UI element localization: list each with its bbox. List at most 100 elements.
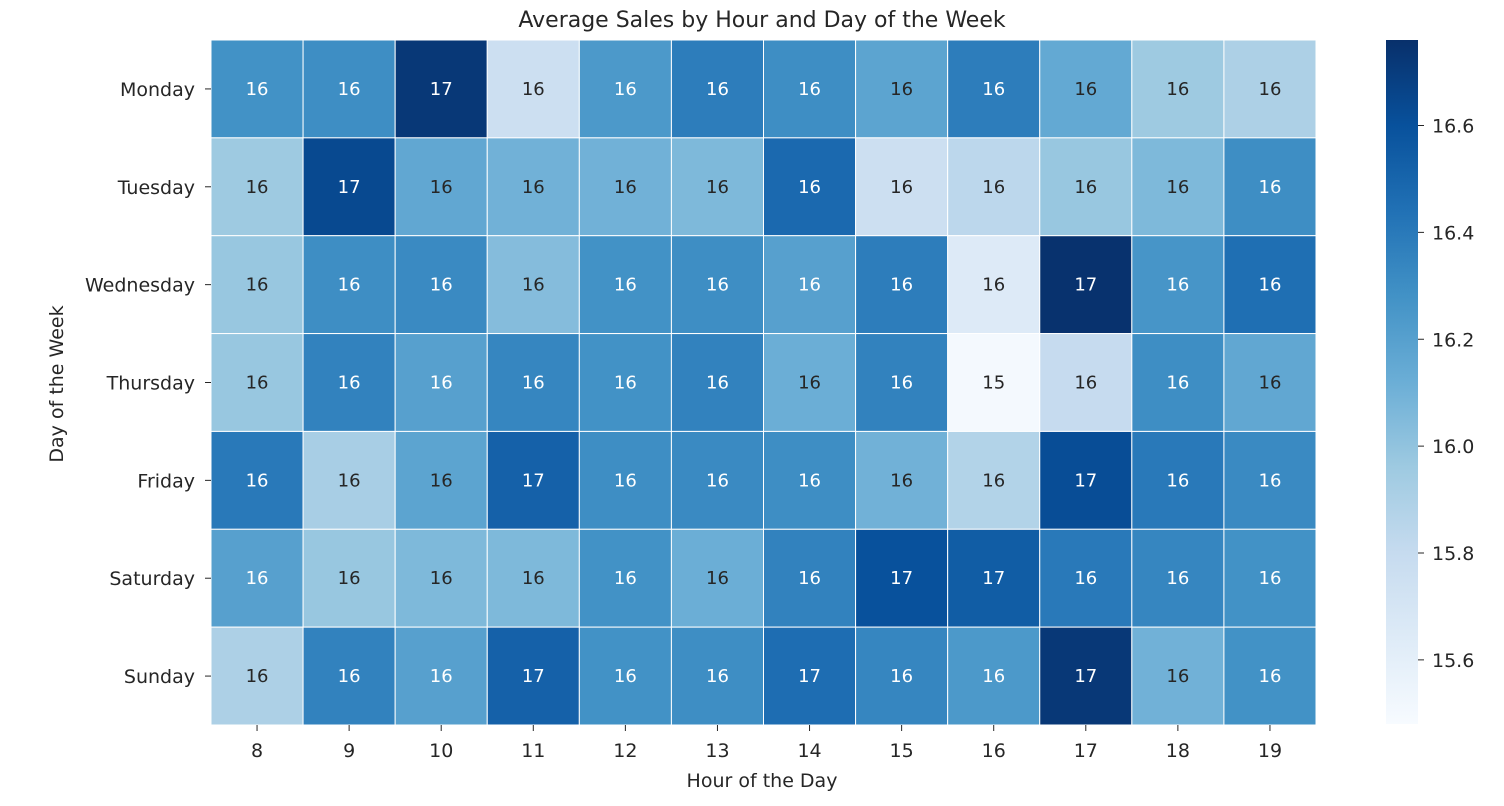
y-tick-label: Friday (137, 470, 195, 492)
heatmap-cell (670, 626, 765, 726)
cell-label: 16 (522, 79, 545, 100)
cell-label: 16 (246, 666, 269, 687)
heatmap-cell (670, 137, 765, 237)
x-tick-label: 14 (797, 740, 821, 762)
x-tick-label: 19 (1258, 740, 1282, 762)
x-tick-label: 10 (429, 740, 453, 762)
cell-label: 16 (1259, 177, 1282, 198)
colorbar-tick-label: 16.6 (1432, 116, 1474, 138)
cell-label: 16 (1166, 666, 1189, 687)
heatmap-cell (1223, 39, 1317, 139)
heatmap-cell (302, 430, 396, 530)
cell-label: 16 (522, 568, 545, 589)
cell-label: 16 (706, 470, 729, 491)
heatmap-cell (1131, 430, 1225, 530)
heatmap-cell (210, 528, 304, 628)
cell-label: 16 (798, 79, 821, 100)
heatmap-cell (302, 39, 396, 139)
y-axis-ticks: Monday Tuesday Wednesday Thursday Friday Satu… (85, 79, 211, 688)
cell-label: 16 (614, 666, 637, 687)
x-tick-label: 12 (613, 740, 637, 762)
cell-label: 17 (1074, 470, 1097, 491)
heatmap-cell (210, 39, 304, 139)
cell-label: 16 (982, 666, 1005, 687)
heatmap-cell (1039, 626, 1133, 726)
cell-label: 16 (1166, 470, 1189, 491)
x-tick-label: 13 (705, 740, 729, 762)
cell-label: 15 (982, 373, 1005, 394)
cell-label: 16 (890, 275, 913, 296)
colorbar-tick-label: 16.2 (1432, 329, 1474, 351)
cell-label: 17 (798, 666, 821, 687)
cell-label: 16 (338, 568, 361, 589)
heatmap-cell (1039, 528, 1133, 628)
heatmap-cell (1223, 626, 1317, 726)
y-tick-label: Wednesday (85, 275, 195, 297)
cell-label: 16 (706, 373, 729, 394)
cell-label: 16 (338, 79, 361, 100)
cell-label: 16 (982, 79, 1005, 100)
cell-label: 16 (522, 275, 545, 296)
cell-label: 16 (614, 568, 637, 589)
heatmap-cell (763, 333, 857, 432)
heatmap-cells: 16 16 17 16 16 16 16 16 16 16 16 16 16 17 16 16 16 16 16 16… (210, 39, 1317, 726)
cell-label: 16 (1259, 275, 1282, 296)
cell-label: 16 (246, 177, 269, 198)
cell-label: 16 (1166, 275, 1189, 296)
cell-label: 16 (338, 666, 361, 687)
heatmap-cell (1131, 333, 1225, 432)
heatmap-cell (1223, 137, 1317, 237)
cell-label: 16 (1074, 177, 1097, 198)
heatmap-cell (670, 430, 765, 530)
colorbar-ticks: 15.6 15.8 16.0 16.2 16.4 16.6 (1418, 116, 1474, 672)
cell-label: 16 (338, 275, 361, 296)
x-tick-label: 8 (251, 740, 263, 762)
heatmap-cell (302, 626, 396, 726)
x-tick-label: 9 (343, 740, 355, 762)
cell-label: 17 (522, 470, 545, 491)
cell-label: 16 (430, 568, 453, 589)
heatmap-cell (855, 430, 949, 530)
heatmap-cell (1223, 235, 1317, 335)
heatmap-cell (1039, 333, 1133, 432)
y-tick-label: Sunday (124, 666, 195, 688)
cell-label: 17 (890, 568, 913, 589)
cell-label: 16 (1166, 373, 1189, 394)
cell-label: 16 (982, 177, 1005, 198)
cell-label: 16 (614, 275, 637, 296)
cell-label: 16 (430, 373, 453, 394)
heatmap-cell (947, 430, 1041, 530)
cell-label: 16 (798, 373, 821, 394)
cell-label: 16 (798, 470, 821, 491)
heatmap-cell (1039, 137, 1133, 237)
heatmap-cell (1223, 528, 1317, 628)
cell-label: 16 (246, 568, 269, 589)
x-tick-label: 17 (1074, 740, 1098, 762)
cell-label: 16 (522, 373, 545, 394)
cell-label: 16 (982, 275, 1005, 296)
heatmap-cell (1223, 333, 1317, 432)
heatmap-cell (855, 137, 949, 237)
heatmap-cell (855, 39, 949, 139)
heatmap-cell (302, 333, 396, 432)
cell-label: 16 (798, 275, 821, 296)
cell-label: 16 (1259, 568, 1282, 589)
heatmap-cell (394, 430, 488, 530)
heatmap-cell (578, 137, 672, 237)
heatmap-cell (763, 626, 857, 726)
cell-label: 16 (706, 79, 729, 100)
cell-label: 16 (614, 79, 637, 100)
cell-label: 16 (246, 275, 269, 296)
heatmap-cell (486, 137, 580, 237)
cell-label: 16 (1074, 568, 1097, 589)
x-tick-label: 11 (521, 740, 545, 762)
cell-label: 16 (706, 666, 729, 687)
colorbar-tick-label: 15.6 (1432, 650, 1474, 672)
heatmap-cell (763, 137, 857, 237)
heatmap-cell (947, 137, 1041, 237)
x-axis-ticks: 8 9 10 11 12 13 14 15 16 17 18 19 (251, 725, 1282, 762)
cell-label: 16 (430, 275, 453, 296)
cell-label: 16 (1074, 373, 1097, 394)
chart-title: Average Sales by Hour and Day of the Wee… (518, 8, 1005, 33)
